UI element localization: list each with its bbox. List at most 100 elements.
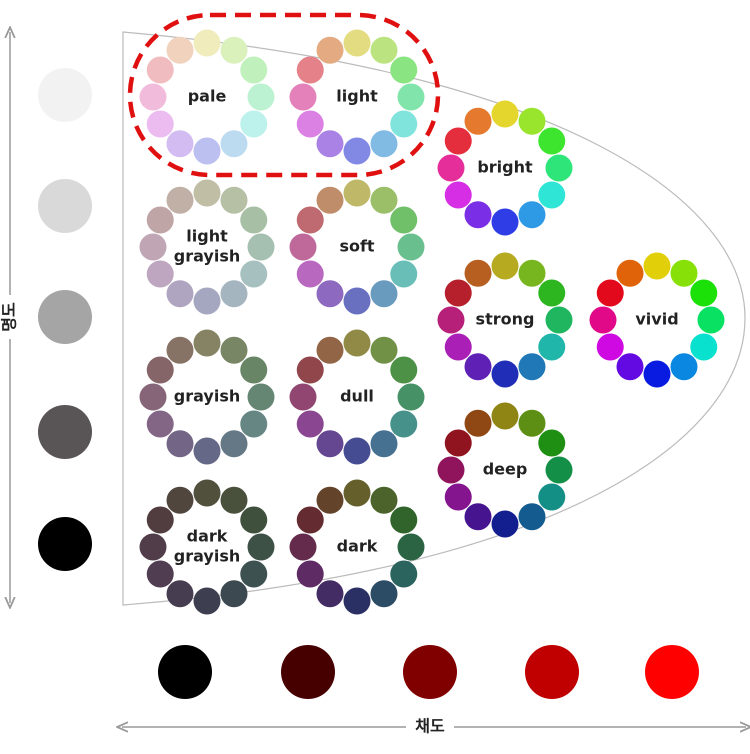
color-dot [518,353,546,381]
tone-ring: dark [289,479,425,615]
color-dot [370,336,398,364]
color-dot [397,383,425,411]
color-dot [240,356,268,384]
swatch [38,517,92,571]
color-dot [316,280,344,308]
color-dot [545,154,573,182]
color-dot [139,533,167,561]
color-dot [343,179,371,207]
color-dot [390,206,418,234]
tone-label: light [186,227,228,246]
tone-label: grayish [174,247,240,266]
tone-label: bright [477,158,533,177]
color-dot [193,329,221,357]
color-dot [690,279,718,307]
tone-label: dull [340,387,374,406]
color-dot [596,333,624,361]
color-dot [538,429,566,457]
color-dot [343,587,371,615]
color-dot [370,430,398,458]
color-dot [518,409,546,437]
color-dot [289,233,317,261]
color-dot [545,306,573,334]
color-dot [166,36,194,64]
tone-ring: pale [139,29,275,165]
tone-ring: light [289,29,425,165]
axis-label-bg [0,295,20,339]
color-dot [616,259,644,287]
color-dot [343,329,371,357]
color-dot [643,360,671,388]
color-dot [390,410,418,438]
color-dot [247,83,275,111]
color-dot [697,306,725,334]
color-dot [166,336,194,364]
color-dot [139,383,167,411]
color-dot [538,483,566,511]
lightness-scale [38,68,92,571]
color-dot [444,127,472,155]
color-dot [193,287,221,315]
color-dot [390,356,418,384]
color-dot [240,110,268,138]
color-dot [390,260,418,288]
color-dot [193,179,221,207]
color-dot [166,130,194,158]
color-dot [166,430,194,458]
axis-label-bg [406,715,454,739]
color-dot [343,437,371,465]
color-dot [518,107,546,135]
color-dot [296,506,324,534]
color-dot [240,560,268,588]
color-dot [518,503,546,531]
color-dot [316,130,344,158]
color-dot [596,279,624,307]
swatch [281,645,335,699]
tone-ring: deep [437,402,573,538]
color-dot [193,29,221,57]
color-dot [220,130,248,158]
color-dot [437,154,465,182]
color-dot [491,252,519,280]
color-dot [146,410,174,438]
color-dot [193,437,221,465]
swatch [38,68,92,122]
tone-label: soft [339,237,374,256]
color-dot [370,186,398,214]
color-dot [518,259,546,287]
color-dot [146,260,174,288]
tone-ring: soft [289,179,425,315]
color-dot [240,56,268,84]
color-dot [296,110,324,138]
color-dot [220,36,248,64]
color-dot [464,409,492,437]
color-dot [247,233,275,261]
color-dot [296,260,324,288]
swatch [38,290,92,344]
swatch [403,645,457,699]
color-dot [296,560,324,588]
color-dot [444,333,472,361]
color-dot [444,483,472,511]
tone-ring: bright [437,100,573,236]
color-dot [166,486,194,514]
color-dot [491,510,519,538]
color-dot [316,186,344,214]
color-dot [370,580,398,608]
color-dot [464,503,492,531]
tone-label: grayish [174,387,240,406]
color-dot [220,186,248,214]
color-dot [491,402,519,430]
color-dot [247,533,275,561]
tone-ring: strong [437,252,573,388]
color-dot [370,130,398,158]
color-dot [390,560,418,588]
tone-label: deep [483,460,528,479]
color-dot [146,206,174,234]
color-dot [670,259,698,287]
swatch [38,179,92,233]
color-dot [370,280,398,308]
tone-label: strong [476,310,535,329]
